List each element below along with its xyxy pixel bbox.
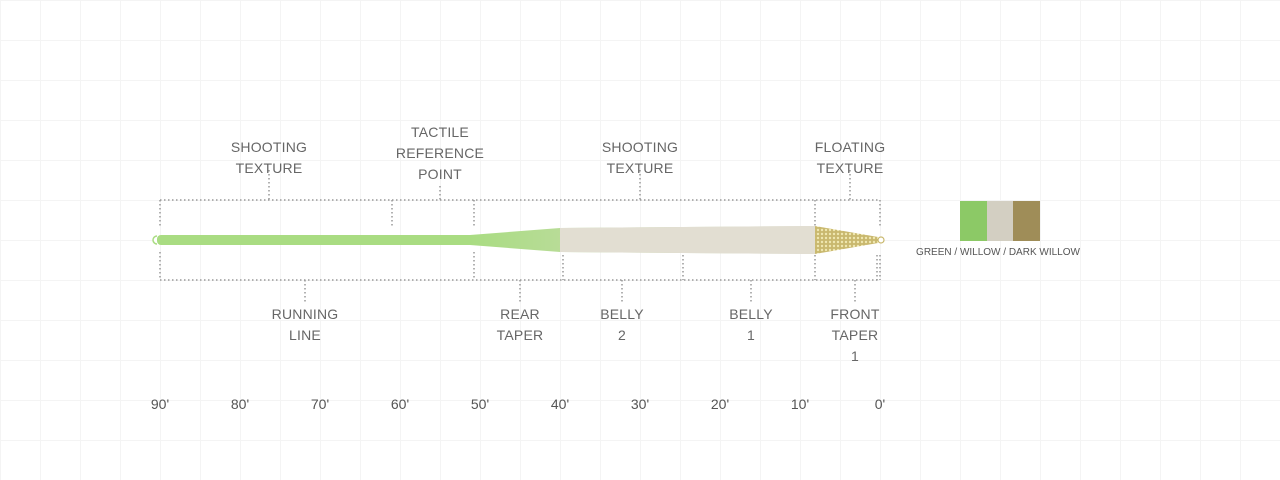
running-line-segment — [157, 235, 477, 245]
scale-tick: 80' — [230, 396, 250, 412]
brackets — [159, 170, 881, 302]
swatch-green — [960, 201, 987, 241]
scale-tick: 40' — [550, 396, 570, 412]
scale-tick: 90' — [150, 396, 170, 412]
belly-segment — [560, 226, 815, 254]
label-belly-2: BELLY 2 — [600, 306, 644, 343]
color-caption: GREEN / WILLOW / DARK WILLOW — [916, 247, 1080, 258]
label-belly-1: BELLY 1 — [729, 306, 773, 343]
front-taper-segment — [815, 226, 878, 254]
swatch-willow — [987, 201, 1014, 241]
label-floating-texture: FLOATING TEXTURE — [814, 139, 886, 176]
front-loop — [877, 236, 885, 244]
scale-tick: 60' — [390, 396, 410, 412]
label-front-taper-1: FRONT TAPER 1 — [830, 306, 880, 364]
scale-tick: 10' — [790, 396, 810, 412]
scale-tick: 20' — [710, 396, 730, 412]
label-rear-taper: REAR TAPER — [496, 306, 544, 343]
scale-tick: 30' — [630, 396, 650, 412]
swatch-dark-willow — [1013, 201, 1040, 241]
scale-tick: 0' — [874, 396, 886, 412]
scale-tick: 50' — [470, 396, 490, 412]
rear-loop — [152, 235, 158, 245]
label-tactile-reference-point: TACTILE REFERENCE POINT — [395, 124, 485, 182]
label-running-line: RUNNING LINE — [271, 306, 339, 343]
label-shooting-texture-head: SHOOTING TEXTURE — [601, 139, 679, 176]
scale-tick: 70' — [310, 396, 330, 412]
label-shooting-texture-rear: SHOOTING TEXTURE — [230, 139, 308, 176]
